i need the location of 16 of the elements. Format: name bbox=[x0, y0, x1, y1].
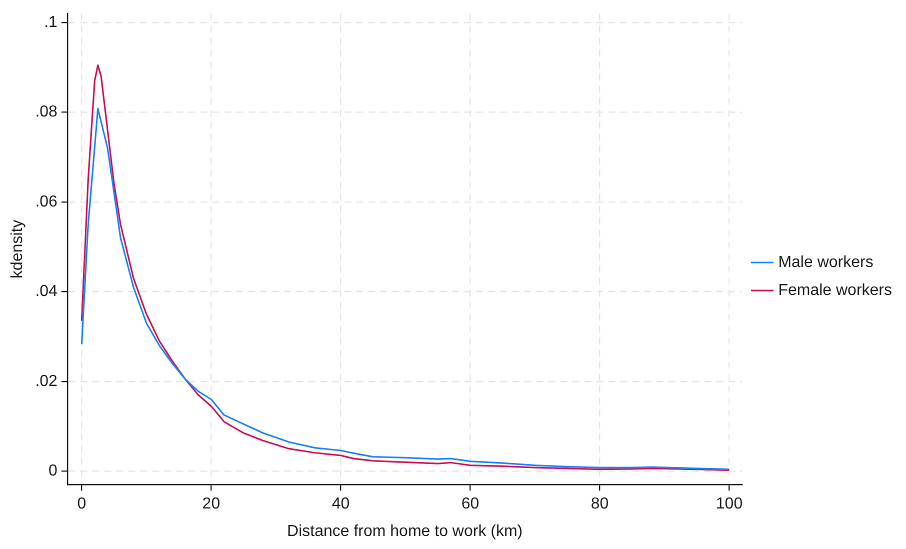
x-tick-label: 100 bbox=[716, 496, 743, 513]
legend-label: Male workers bbox=[778, 254, 874, 271]
legend-label: Female workers bbox=[778, 282, 892, 299]
x-tick-label: 0 bbox=[77, 496, 86, 513]
y-tick-label: .08 bbox=[35, 104, 58, 121]
y-tick-label: .04 bbox=[35, 283, 58, 300]
y-tick-label: .06 bbox=[35, 193, 58, 210]
y-axis-title: kdensity bbox=[9, 220, 26, 278]
y-tick-label: .1 bbox=[44, 14, 58, 31]
y-tick-label: 0 bbox=[48, 462, 58, 480]
x-tick-label: 60 bbox=[461, 496, 480, 513]
x-tick-label: 80 bbox=[590, 496, 609, 513]
x-axis-title: Distance from home to work (km) bbox=[287, 522, 523, 540]
y-tick-label: .02 bbox=[35, 372, 58, 390]
x-tick-label: 20 bbox=[202, 496, 220, 513]
x-tick-label: 40 bbox=[332, 496, 350, 513]
